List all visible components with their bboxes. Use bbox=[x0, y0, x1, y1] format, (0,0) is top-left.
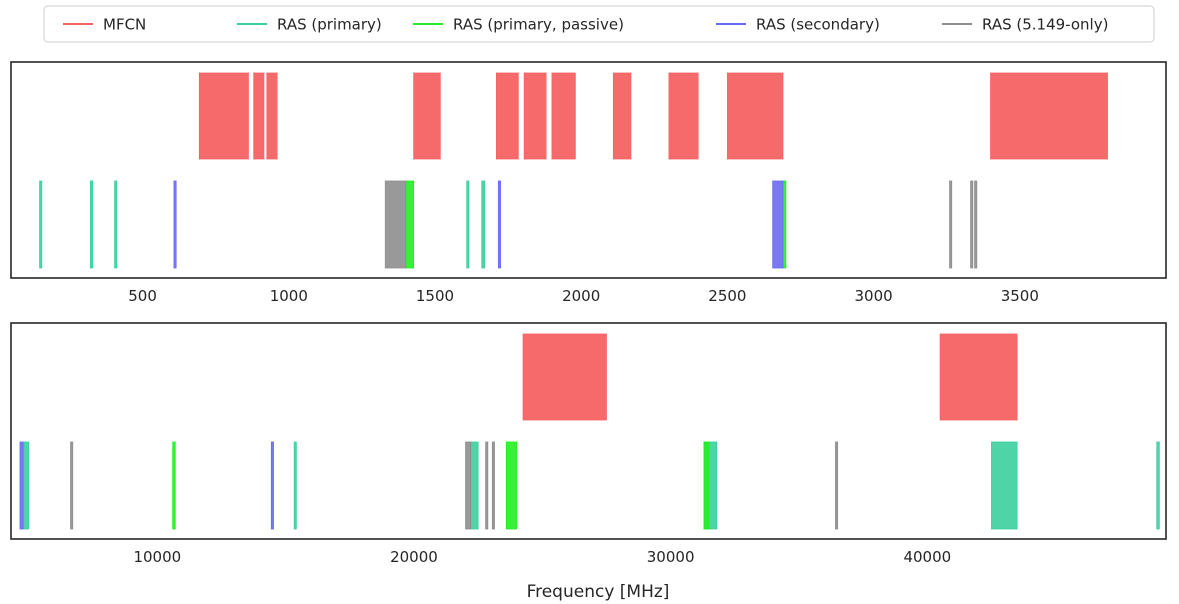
x-tick-label: 2500 bbox=[708, 287, 746, 305]
band-bar bbox=[991, 441, 1018, 530]
band-bar bbox=[497, 180, 501, 269]
band-bar bbox=[114, 180, 118, 269]
legend-label: RAS (secondary) bbox=[756, 16, 880, 34]
band-bar bbox=[939, 333, 1018, 421]
band-bar bbox=[198, 72, 249, 160]
band-bar bbox=[266, 72, 278, 160]
band-bar bbox=[253, 72, 265, 160]
band-bar bbox=[495, 72, 519, 160]
x-tick-label: 3500 bbox=[1001, 287, 1039, 305]
band-bar bbox=[491, 441, 495, 530]
band-bar bbox=[481, 180, 486, 269]
band-bar bbox=[413, 72, 441, 160]
band-bar bbox=[523, 72, 547, 160]
x-tick-label: 2000 bbox=[562, 287, 600, 305]
x-tick-label: 1500 bbox=[416, 287, 454, 305]
band-bar bbox=[772, 180, 784, 269]
band-bar bbox=[990, 72, 1108, 160]
band-bar bbox=[1156, 441, 1160, 530]
band-bar bbox=[39, 180, 43, 269]
bottom-panel: 10000 20000 30000 40000 bbox=[10, 322, 1167, 566]
band-bar bbox=[173, 180, 177, 269]
band-bar bbox=[466, 180, 470, 269]
top-panel: 500 1000 1500 2000 2500 3000 3500 bbox=[10, 61, 1167, 305]
band-bar bbox=[522, 333, 607, 421]
band-bar bbox=[384, 180, 407, 269]
band-bar bbox=[293, 441, 297, 530]
band-bar bbox=[19, 441, 24, 530]
band-bar bbox=[405, 180, 415, 269]
band-bar bbox=[270, 441, 274, 530]
legend-label: MFCN bbox=[103, 16, 146, 34]
x-tick-label: 1000 bbox=[270, 287, 308, 305]
x-tick-label: 3000 bbox=[855, 287, 893, 305]
band-bar bbox=[465, 441, 472, 530]
legend-label: RAS (5.149-only) bbox=[982, 16, 1108, 34]
band-bar bbox=[551, 72, 576, 160]
axes-frame bbox=[10, 61, 1167, 279]
band-bar bbox=[470, 441, 479, 530]
x-tick-label: 20000 bbox=[390, 548, 438, 566]
band-bar bbox=[726, 72, 784, 160]
legend-label: RAS (primary, passive) bbox=[453, 16, 624, 34]
x-axis-label: Frequency [MHz] bbox=[527, 582, 670, 602]
band-bar bbox=[782, 180, 787, 269]
legend-label: RAS (primary) bbox=[277, 16, 382, 34]
band-bar bbox=[70, 441, 74, 530]
legend-frame bbox=[43, 5, 1155, 43]
band-bar bbox=[703, 441, 710, 530]
band-bar bbox=[23, 441, 30, 530]
x-tick-label: 500 bbox=[128, 287, 157, 305]
band-bar bbox=[89, 180, 93, 269]
band-bar bbox=[970, 180, 974, 269]
band-bar bbox=[974, 180, 978, 269]
band-bar bbox=[949, 180, 953, 269]
x-tick-label: 30000 bbox=[647, 548, 695, 566]
band-bar bbox=[668, 72, 699, 160]
axes-frame bbox=[10, 322, 1167, 540]
band-bar bbox=[485, 441, 489, 530]
band-bar bbox=[172, 441, 176, 530]
band-bar bbox=[505, 441, 518, 530]
legend: MFCN RAS (primary) RAS (primary, passive) R… bbox=[43, 5, 1155, 43]
x-tick-label: 10000 bbox=[133, 548, 181, 566]
x-tick-label: 40000 bbox=[903, 548, 951, 566]
band-bar bbox=[612, 72, 632, 160]
band-bar bbox=[835, 441, 839, 530]
